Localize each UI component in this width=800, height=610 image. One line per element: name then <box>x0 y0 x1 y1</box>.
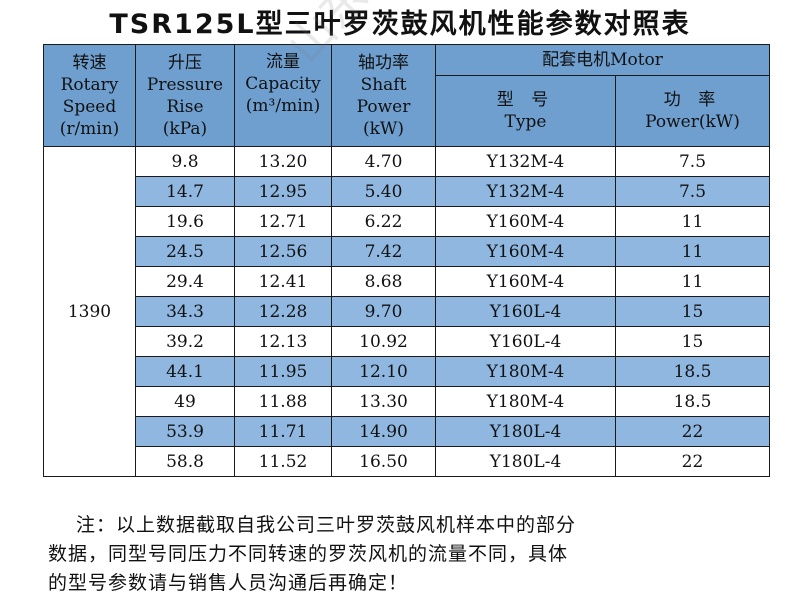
header-motor: 配套电机Motor <box>435 44 770 76</box>
table-row: 34.3 12.28 9.70 Y160L-4 15 <box>44 296 770 327</box>
table-row: 19.6 12.71 6.22 Y160M-4 11 <box>44 206 770 237</box>
capacity-cell: 12.41 <box>234 266 332 297</box>
power-cell: 6.22 <box>331 206 436 237</box>
pressure-cell: 29.4 <box>135 266 235 297</box>
footnote: 注：以上数据截取自我公司三叶罗茨鼓风机样本中的部分 数据，同型号同压力不同转速的… <box>48 514 577 594</box>
type-cell: Y180M-4 <box>435 386 616 417</box>
header-motor-power: 功 率 Power(kW) <box>615 75 770 147</box>
pressure-cell: 44.1 <box>135 356 235 387</box>
pressure-cell: 53.9 <box>135 416 235 447</box>
speed-cell: 1390 <box>43 146 136 477</box>
capacity-cell: 12.95 <box>234 176 332 207</box>
power-cell: 16.50 <box>331 446 436 477</box>
table-row: 1390 9.8 13.20 4.70 Y132M-4 7.5 <box>43 146 770 477</box>
table-row: 39.2 12.13 10.92 Y160L-4 15 <box>44 326 770 357</box>
header-shaft-power: 轴功率 Shaft Power (kW) <box>331 44 436 147</box>
table-row: 49 11.88 13.30 Y180M-4 18.5 <box>44 386 770 417</box>
header-capacity: 流量 Capacity (m³/min) <box>234 44 332 147</box>
power-cell: 7.42 <box>331 236 436 267</box>
type-cell: Y160M-4 <box>435 266 616 297</box>
header-pressure: 升压 Pressure Rise (kPa) <box>135 44 235 147</box>
motor-power-cell: 22 <box>615 446 770 477</box>
pressure-cell: 9.8 <box>135 146 235 177</box>
pressure-cell: 39.2 <box>135 326 235 357</box>
table-row: 53.9 11.71 14.90 Y180L-4 22 <box>44 416 770 447</box>
capacity-cell: 11.71 <box>234 416 332 447</box>
performance-table: 转速 Rotary Speed (r/min) 升压 Pressure Rise (kP… <box>43 44 770 477</box>
power-cell: 10.92 <box>331 326 436 357</box>
header-motor-type: 型 号 Type <box>435 75 616 147</box>
type-cell: Y180M-4 <box>435 356 616 387</box>
capacity-cell: 13.20 <box>234 146 332 177</box>
pressure-cell: 14.7 <box>135 176 235 207</box>
pressure-cell: 34.3 <box>135 296 235 327</box>
motor-power-cell: 18.5 <box>615 356 770 387</box>
pressure-cell: 19.6 <box>135 206 235 237</box>
motor-power-cell: 18.5 <box>615 386 770 417</box>
table-row: 29.4 12.41 8.68 Y160M-4 11 <box>44 266 770 297</box>
motor-power-cell: 22 <box>615 416 770 447</box>
type-cell: Y180L-4 <box>435 416 616 447</box>
pressure-cell: 24.5 <box>135 236 235 267</box>
motor-power-cell: 11 <box>615 266 770 297</box>
type-cell: Y180L-4 <box>435 446 616 477</box>
pressure-cell: 49 <box>135 386 235 417</box>
capacity-cell: 12.71 <box>234 206 332 237</box>
type-cell: Y160L-4 <box>435 326 616 357</box>
capacity-cell: 11.52 <box>234 446 332 477</box>
type-cell: Y160L-4 <box>435 296 616 327</box>
motor-power-cell: 11 <box>615 206 770 237</box>
power-cell: 14.90 <box>331 416 436 447</box>
motor-power-cell: 7.5 <box>615 146 770 177</box>
capacity-cell: 12.56 <box>234 236 332 267</box>
capacity-cell: 11.88 <box>234 386 332 417</box>
type-cell: Y132M-4 <box>435 146 616 177</box>
motor-power-cell: 7.5 <box>615 176 770 207</box>
capacity-cell: 11.95 <box>234 356 332 387</box>
motor-power-cell: 15 <box>615 326 770 357</box>
motor-power-cell: 11 <box>615 236 770 267</box>
capacity-cell: 12.28 <box>234 296 332 327</box>
power-cell: 5.40 <box>331 176 436 207</box>
type-cell: Y160M-4 <box>435 236 616 267</box>
page-title: TSR125L型三叶罗茨鼓风机性能参数对照表 <box>109 9 691 40</box>
power-cell: 13.30 <box>331 386 436 417</box>
power-cell: 4.70 <box>331 146 436 177</box>
table-row: 44.1 11.95 12.10 Y180M-4 18.5 <box>44 356 770 387</box>
table-row: 24.5 12.56 7.42 Y160M-4 11 <box>44 236 770 267</box>
capacity-cell: 12.13 <box>234 326 332 357</box>
pressure-cell: 58.8 <box>135 446 235 477</box>
power-cell: 8.68 <box>331 266 436 297</box>
type-cell: Y132M-4 <box>435 176 616 207</box>
type-cell: Y160M-4 <box>435 206 616 237</box>
motor-power-cell: 15 <box>615 296 770 327</box>
table-row: 14.7 12.95 5.40 Y132M-4 7.5 <box>44 176 770 207</box>
table-row: 58.8 11.52 16.50 Y180L-4 22 <box>44 446 770 477</box>
header-speed: 转速 Rotary Speed (r/min) <box>43 44 136 147</box>
power-cell: 9.70 <box>331 296 436 327</box>
power-cell: 12.10 <box>331 356 436 387</box>
